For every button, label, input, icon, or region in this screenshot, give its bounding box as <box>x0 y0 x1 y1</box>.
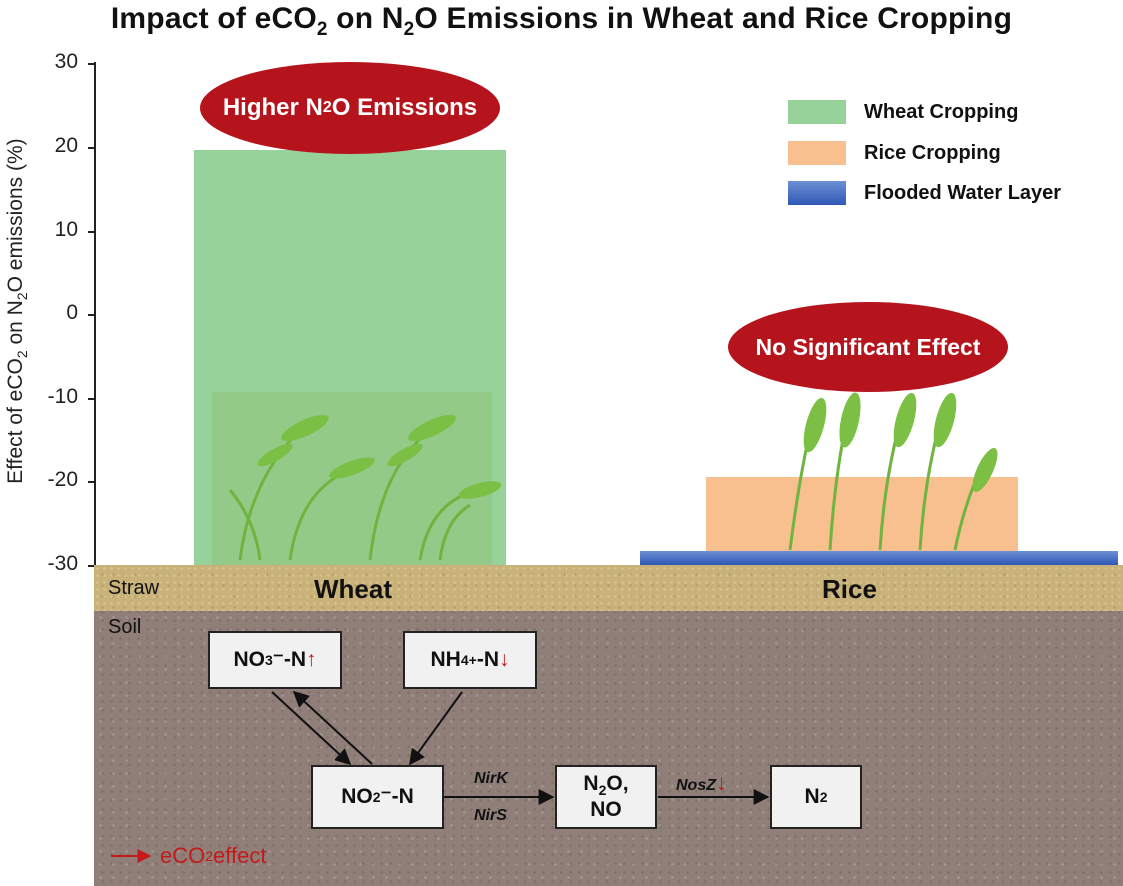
rice-label: Rice <box>822 574 877 604</box>
wheat-bar <box>194 150 506 565</box>
legend-label: Flooded Water Layer <box>864 181 1062 204</box>
legend-item-water: Flooded Water Layer <box>788 181 1061 205</box>
flooded-water-layer <box>640 551 1118 565</box>
y-tick-label: 10 <box>54 218 78 241</box>
y-tick <box>88 481 96 483</box>
straw-layer <box>94 565 1123 611</box>
y-tick-label: -10 <box>47 385 78 408</box>
y-tick <box>88 147 96 149</box>
nh4-box: NH 4 + -N ↓ <box>403 631 537 689</box>
nosz-label: NosZ↓ <box>676 770 727 795</box>
legend-item-wheat: Wheat Cropping <box>788 100 1018 124</box>
y-tick-label: 0 <box>66 301 78 324</box>
y-tick-label: 20 <box>54 134 78 157</box>
nirk-label: NirK <box>474 770 508 787</box>
rice-bar <box>706 477 1018 557</box>
wheat-label: Wheat <box>314 574 392 604</box>
no3-box: NO 3 ⁻-N ↑ <box>208 631 342 689</box>
n2o-no-box: N2O, NO <box>555 765 657 829</box>
y-tick <box>88 231 96 233</box>
y-tick <box>88 63 96 65</box>
decrease-arrow-icon: ↓ <box>499 647 510 671</box>
legend-swatch-water <box>788 181 846 205</box>
legend-swatch-wheat <box>788 100 846 124</box>
legend-item-rice: Rice Cropping <box>788 141 1001 165</box>
rice-effect-callout: No Significant Effect <box>728 302 1008 392</box>
increase-arrow-icon: ↑ <box>306 647 317 671</box>
y-tick-label: -30 <box>47 552 78 575</box>
figure-title: Impact of eCO2 on N2O Emissions in Wheat… <box>110 2 1013 40</box>
y-tick-label: 30 <box>54 50 78 73</box>
y-tick <box>88 398 96 400</box>
straw-label: Straw <box>108 577 160 599</box>
y-tick-label: -20 <box>47 468 78 491</box>
effect-legend: eCO 2 effect <box>160 843 267 868</box>
legend-label: Rice Cropping <box>864 141 1001 164</box>
decrease-arrow-icon: ↓ <box>716 770 727 795</box>
legend-swatch-rice <box>788 141 846 165</box>
legend-label: Wheat Cropping <box>864 100 1019 123</box>
no2-box: NO 2 ⁻-N <box>311 765 444 829</box>
nirs-label: NirS <box>474 807 507 824</box>
y-tick <box>88 314 96 316</box>
soil-label: Soil <box>108 616 142 638</box>
y-tick <box>88 565 96 567</box>
